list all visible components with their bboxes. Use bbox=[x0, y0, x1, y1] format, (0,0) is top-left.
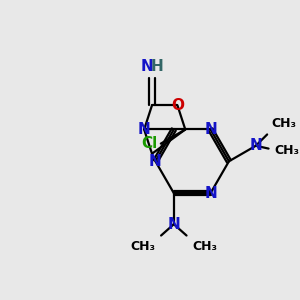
Text: N: N bbox=[250, 138, 262, 153]
Text: N: N bbox=[140, 59, 153, 74]
Text: CH₃: CH₃ bbox=[130, 240, 155, 253]
Text: Cl: Cl bbox=[142, 136, 158, 151]
Text: O: O bbox=[171, 98, 184, 113]
Text: CH₃: CH₃ bbox=[274, 143, 299, 157]
Text: N: N bbox=[204, 186, 217, 201]
Text: CH₃: CH₃ bbox=[192, 240, 217, 253]
Text: H: H bbox=[151, 59, 164, 74]
Text: N: N bbox=[167, 217, 180, 232]
Text: CH₃: CH₃ bbox=[272, 117, 296, 130]
Text: N: N bbox=[204, 122, 217, 137]
Text: N: N bbox=[149, 154, 162, 169]
Text: N: N bbox=[138, 122, 151, 137]
